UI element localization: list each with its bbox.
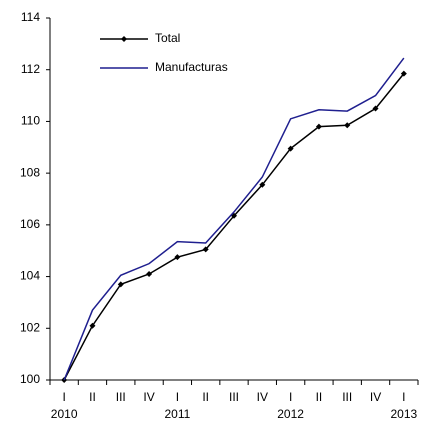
x-tick-label: I [62,390,65,404]
y-tick-label: 110 [21,114,40,128]
x-tick-label: IV [143,390,154,404]
x-tick-label: III [229,390,239,404]
x-tick-label: II [202,390,209,404]
year-label: 2010 [51,407,78,421]
y-tick-label: 104 [20,269,40,283]
year-label: 2011 [164,407,190,421]
point-marker [287,145,294,152]
point-marker [117,281,124,288]
x-tick-label: I [289,390,292,404]
x-tick-label: I [176,390,179,404]
point-marker [202,246,209,253]
x-tick-label: I [402,390,405,404]
x-tick-label: IV [257,390,268,404]
x-tick-label: II [89,390,96,404]
x-tick-label: III [116,390,126,404]
point-marker [372,105,379,112]
series-line [63,57,405,381]
y-tick-label: 112 [21,62,40,76]
y-tick-label: 114 [21,10,40,24]
x-tick-label: IV [370,390,381,404]
point-marker [344,122,351,129]
y-tick-label: 102 [20,320,40,334]
year-label: 2013 [390,407,417,421]
point-marker [315,123,322,130]
legend-label: Total [155,31,180,45]
y-tick-label: 106 [20,217,40,231]
point-marker [259,181,266,188]
x-tick-label: III [342,390,352,404]
series-line [63,73,405,381]
y-tick-label: 100 [20,372,40,386]
point-marker [174,254,181,261]
year-label: 2012 [277,407,304,421]
y-tick-label: 108 [20,165,40,179]
legend-marker [121,36,127,42]
point-marker [89,322,96,329]
x-tick-label: II [316,390,323,404]
point-marker [146,270,153,277]
point-marker [400,70,407,77]
legend-label: Manufacturas [155,60,228,74]
